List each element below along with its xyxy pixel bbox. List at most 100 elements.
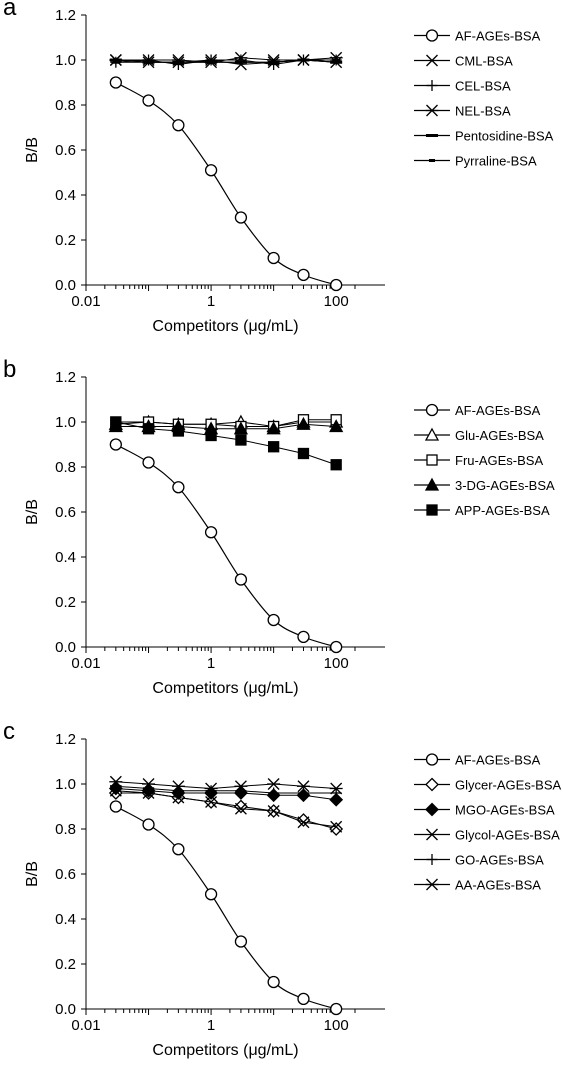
marker-stroke — [426, 828, 438, 841]
x-tick-label: 1 — [207, 293, 215, 310]
marker-dash — [333, 60, 340, 64]
marker-stroke — [426, 54, 438, 67]
legend-label: CML-BSA — [455, 54, 513, 69]
marker-stroke — [234, 802, 247, 815]
marker-circle — [234, 211, 248, 224]
marker-dash — [270, 60, 277, 64]
marker-triangle — [329, 419, 344, 433]
panel-label: c — [3, 718, 15, 745]
marker-circle — [234, 935, 248, 948]
marker-circle — [297, 992, 310, 1006]
series-AF-AGEs-BSA — [109, 438, 343, 654]
x-axis-title: Competitors (μg/mL) — [152, 318, 298, 335]
marker-dash — [300, 58, 307, 62]
y-tick-label: 0.4 — [55, 911, 76, 928]
marker-triangle — [233, 421, 249, 435]
marker-square — [297, 447, 310, 460]
legend-entry: APP-AGEs-BSA — [414, 503, 550, 518]
marker-square — [426, 504, 438, 516]
y-tick-label: 0.8 — [55, 97, 76, 114]
y-tick-label: 0.4 — [55, 549, 76, 566]
panel-label: b — [3, 356, 17, 383]
marker-circle — [425, 753, 439, 766]
y-tick-label: 1.0 — [55, 52, 76, 69]
marker-circle — [234, 573, 248, 586]
marker-triangle — [266, 421, 281, 435]
legend-entry: AF-AGEs-BSA — [414, 753, 541, 768]
y-tick-label: 0.6 — [55, 504, 76, 521]
legend-entry: Fru-AGEs-BSA — [414, 453, 543, 468]
marker-circle — [142, 456, 155, 469]
marker-triangle — [424, 427, 440, 441]
marker-circle — [267, 251, 280, 265]
series-Glycol-AGEs-BSA — [109, 784, 343, 833]
legend-entry: CEL-BSA — [414, 79, 511, 94]
marker-circle — [425, 29, 439, 42]
series-APP-AGEs-BSA — [110, 416, 342, 471]
series-line — [115, 59, 337, 63]
x-tick-label: 0.01 — [71, 655, 100, 672]
marker-square — [142, 423, 155, 435]
legend-entry: AA-AGEs-BSA — [414, 878, 541, 893]
marker-dash — [426, 134, 438, 137]
x-tick-label: 1 — [207, 655, 215, 672]
marker-triangle — [424, 477, 440, 491]
legend-label: AF-AGEs-BSA — [455, 29, 541, 44]
y-axis-title: B/B — [24, 499, 41, 525]
marker-square — [267, 441, 280, 453]
legend-label: 3-DG-AGEs-BSA — [455, 478, 555, 493]
x-tick-label: 100 — [324, 293, 349, 310]
marker-stroke — [172, 791, 185, 804]
marker-dash — [145, 60, 152, 64]
y-tick-label: 1.2 — [55, 369, 76, 386]
series-Pyrraline-BSA — [112, 58, 340, 64]
legend-entry: MGO-AGEs-BSA — [414, 803, 555, 818]
legend-entry: Glycer-AGEs-BSA — [414, 778, 562, 793]
marker-stroke — [267, 805, 280, 817]
y-tick-label: 1.2 — [55, 7, 76, 24]
legend-label: Glu-AGEs-BSA — [455, 428, 544, 443]
x-tick-label: 100 — [324, 655, 349, 672]
marker-circle — [204, 526, 218, 539]
fit-curve — [115, 443, 337, 648]
x-axis-title: Competitors (μg/mL) — [152, 1042, 298, 1059]
legend-entry: NEL-BSA — [414, 104, 511, 119]
marker-circle — [297, 630, 310, 644]
y-tick-label: 0.0 — [55, 639, 76, 656]
y-tick-label: 0.6 — [55, 142, 76, 159]
marker-circle — [172, 481, 185, 494]
marker-stroke — [330, 820, 343, 833]
legend-label: Glycol-AGEs-BSA — [455, 828, 560, 843]
y-tick-label: 0.2 — [55, 594, 76, 611]
y-tick-label: 0.8 — [55, 459, 76, 476]
y-tick-label: 0.8 — [55, 821, 76, 838]
fit-curve — [115, 805, 337, 1010]
chart-panel-a: a 0.0 0.2 0.4 0.6 0.8 1.0 1.2 0.01 1 100 Competito… — [0, 0, 563, 355]
marker-dash — [112, 60, 119, 64]
marker-dash — [175, 60, 182, 64]
marker-circle — [109, 76, 122, 89]
chart-a-plot: 0.0 0.2 0.4 0.6 0.8 1.0 1.2 0.01 1 100 Competitors… — [24, 7, 554, 335]
legend-label: Pyrraline-BSA — [455, 154, 537, 169]
marker-circle — [267, 613, 280, 627]
legend-entry: CML-BSA — [414, 54, 513, 69]
marker-stroke — [297, 816, 310, 829]
series-AA-AGEs-BSA — [109, 775, 343, 795]
x-tick-label: 0.01 — [71, 293, 100, 310]
chart-c-plot: 0.0 0.2 0.4 0.6 0.8 1.0 1.2 0.01 1 100 Competitors… — [24, 731, 562, 1059]
legend-label: NEL-BSA — [455, 104, 511, 119]
y-tick-label: 0.2 — [55, 956, 76, 973]
legend-entry: Glu-AGEs-BSA — [414, 427, 544, 443]
legend-entry: AF-AGEs-BSA — [414, 403, 541, 418]
marker-diamond — [425, 802, 439, 817]
y-tick-label: 1.0 — [55, 414, 76, 431]
legend-label: CEL-BSA — [455, 79, 511, 94]
marker-circle — [204, 164, 218, 177]
legend-label: Fru-AGEs-BSA — [455, 453, 543, 468]
marker-square — [426, 454, 438, 466]
x-tick-label: 100 — [324, 1017, 349, 1034]
x-axis-title: Competitors (μg/mL) — [152, 680, 298, 697]
series-line — [115, 790, 337, 828]
panel-label: a — [3, 0, 17, 21]
y-tick-label: 1.2 — [55, 731, 76, 748]
